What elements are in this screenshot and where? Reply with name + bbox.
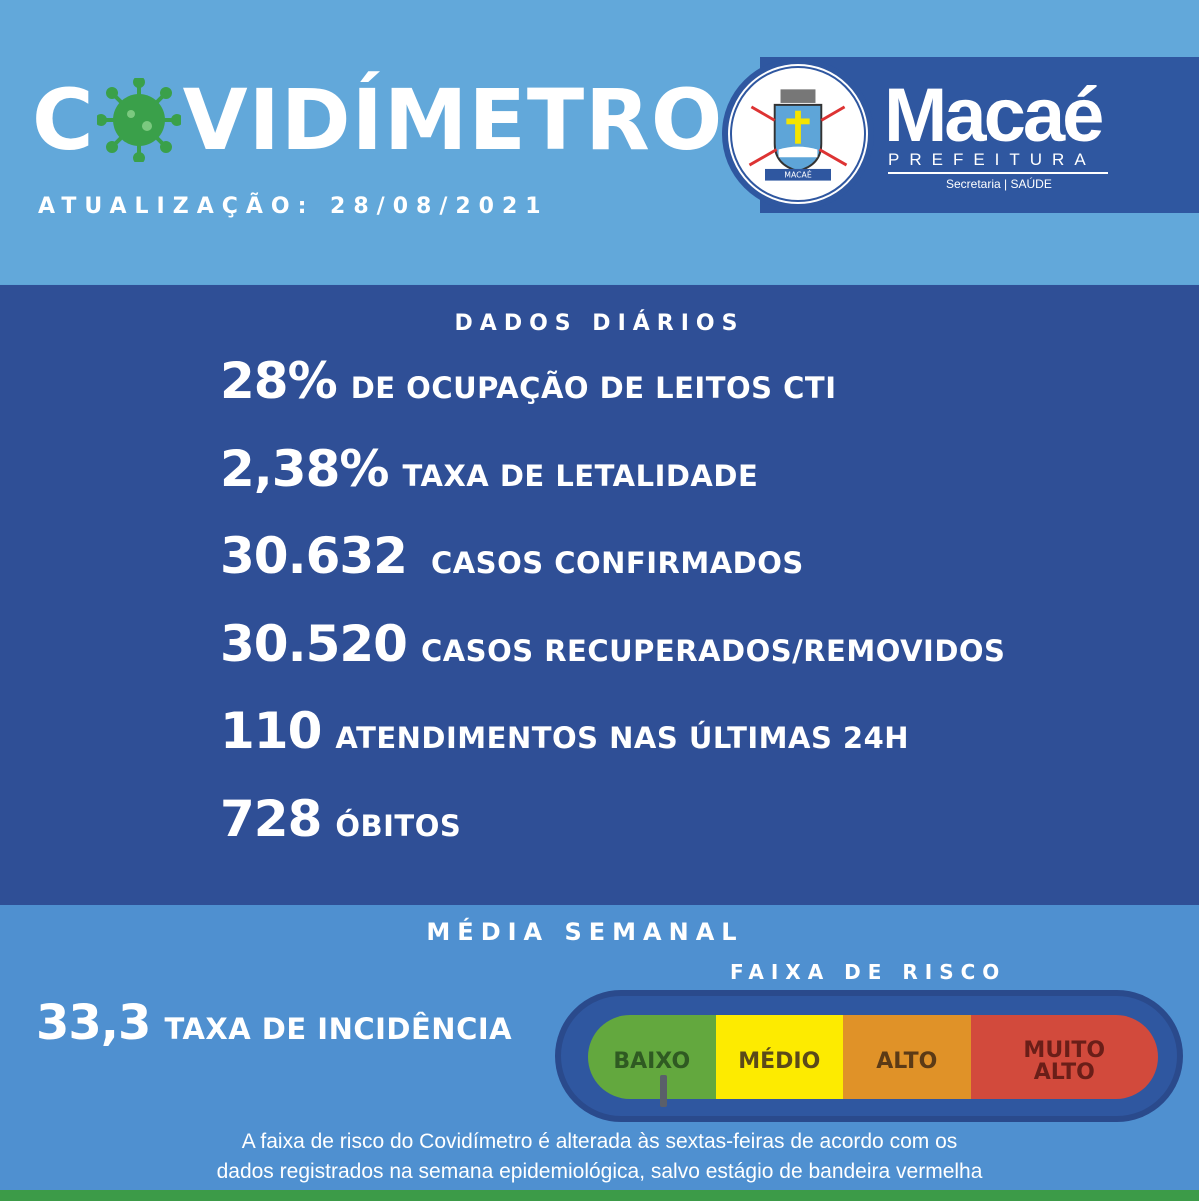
stat-row: 30.632 CASOS CONFIRMADOS — [220, 527, 804, 585]
secretaria-label: Secretaria | SAÚDE — [946, 177, 1052, 191]
risk-heading: FAIXA DE RISCO — [730, 960, 1007, 984]
footer-note: A faixa de risco do Covidímetro é altera… — [0, 1127, 1199, 1187]
risk-level-medio: MÉDIO — [715, 1015, 843, 1099]
brand-subtitle: PREFEITURA — [888, 150, 1108, 174]
title-suffix: VIDÍMETRO — [182, 71, 724, 169]
footer-line: A faixa de risco do Covidímetro é altera… — [241, 1130, 958, 1153]
stat-value: 110 — [220, 702, 322, 760]
risk-level-muito-alto: MUITO ALTO — [970, 1015, 1158, 1099]
title-prefix: C — [32, 71, 95, 169]
stat-label: ÓBITOS — [335, 809, 462, 843]
stat-value: 30.520 — [220, 615, 408, 673]
daily-data-panel — [0, 285, 1199, 905]
risk-level-baixo: BAIXO — [588, 1015, 716, 1099]
coat-of-arms-icon: MACAÉ — [748, 89, 848, 181]
stat-row: 28% DE OCUPAÇÃO DE LEITOS CTI — [220, 352, 837, 410]
virus-icon — [96, 78, 181, 162]
stat-value: 28% — [220, 352, 338, 410]
stat-label: TAXA DE LETALIDADE — [402, 459, 759, 493]
risk-needle — [660, 1075, 667, 1107]
page-title: C VIDÍMETRO — [32, 78, 723, 162]
stat-row: 30.520 CASOS RECUPERADOS/REMOVIDOS — [220, 615, 1005, 673]
stat-row: 110 ATENDIMENTOS NAS ÚLTIMAS 24H — [220, 702, 909, 760]
stat-row: 728 ÓBITOS — [220, 790, 461, 848]
stat-label: CASOS CONFIRMADOS — [430, 546, 804, 580]
risk-bar: BAIXO MÉDIO ALTO MUITO ALTO — [588, 1015, 1158, 1099]
stat-label: DE OCUPAÇÃO DE LEITOS CTI — [350, 371, 837, 405]
stat-label: ATENDIMENTOS NAS ÚLTIMAS 24H — [335, 721, 910, 755]
incidence-stat: 33,3 TAXA DE INCIDÊNCIA — [36, 995, 512, 1051]
stat-value: 728 — [220, 790, 322, 848]
seal-text: MACAÉ — [784, 171, 812, 180]
risk-level-alto: ALTO — [843, 1015, 971, 1099]
daily-heading: DADOS DIÁRIOS — [454, 311, 745, 336]
stat-value: 30.632 — [220, 527, 408, 585]
brand-name: Macaé — [884, 73, 1104, 158]
stat-label: CASOS RECUPERADOS/REMOVIDOS — [420, 634, 1006, 668]
city-seal: MACAÉ — [722, 58, 874, 210]
weekly-heading: MÉDIA SEMANAL — [426, 918, 744, 946]
stat-row: 2,38% TAXA DE LETALIDADE — [220, 440, 758, 498]
update-date: ATUALIZAÇÃO: 28/08/2021 — [38, 194, 549, 219]
footer-line: dados registrados na semana epidemiológi… — [216, 1160, 983, 1183]
stat-value: 2,38% — [220, 440, 389, 498]
incidence-value: 33,3 — [36, 995, 151, 1051]
incidence-label: TAXA DE INCIDÊNCIA — [164, 1012, 513, 1046]
bottom-stripe — [0, 1190, 1199, 1201]
